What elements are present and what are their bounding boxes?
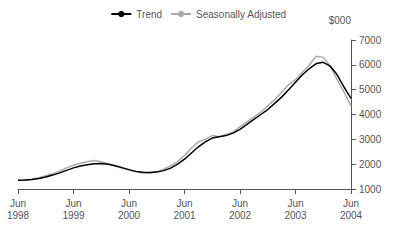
svg-text:2000: 2000 xyxy=(118,210,141,221)
svg-text:6000: 6000 xyxy=(359,59,382,70)
svg-text:1999: 1999 xyxy=(62,210,85,221)
svg-text:Jun: Jun xyxy=(176,198,192,209)
svg-text:1998: 1998 xyxy=(7,210,30,221)
svg-text:Jun: Jun xyxy=(287,198,303,209)
svg-text:Jun: Jun xyxy=(343,198,359,209)
svg-text:Jun: Jun xyxy=(232,198,248,209)
svg-text:$000: $000 xyxy=(329,15,352,26)
svg-text:Seasonally Adjusted: Seasonally Adjusted xyxy=(196,9,286,20)
svg-text:Trend: Trend xyxy=(136,9,162,20)
svg-text:3000: 3000 xyxy=(359,134,382,145)
svg-text:2002: 2002 xyxy=(229,210,252,221)
svg-text:1000: 1000 xyxy=(359,184,382,195)
svg-text:4000: 4000 xyxy=(359,109,382,120)
svg-text:2004: 2004 xyxy=(340,210,363,221)
svg-text:Jun: Jun xyxy=(65,198,81,209)
svg-text:Jun: Jun xyxy=(10,198,26,209)
svg-text:2003: 2003 xyxy=(284,210,307,221)
svg-text:2000: 2000 xyxy=(359,159,382,170)
svg-text:5000: 5000 xyxy=(359,84,382,95)
svg-text:2001: 2001 xyxy=(173,210,196,221)
svg-text:Jun: Jun xyxy=(121,198,137,209)
svg-text:7000: 7000 xyxy=(359,35,382,46)
